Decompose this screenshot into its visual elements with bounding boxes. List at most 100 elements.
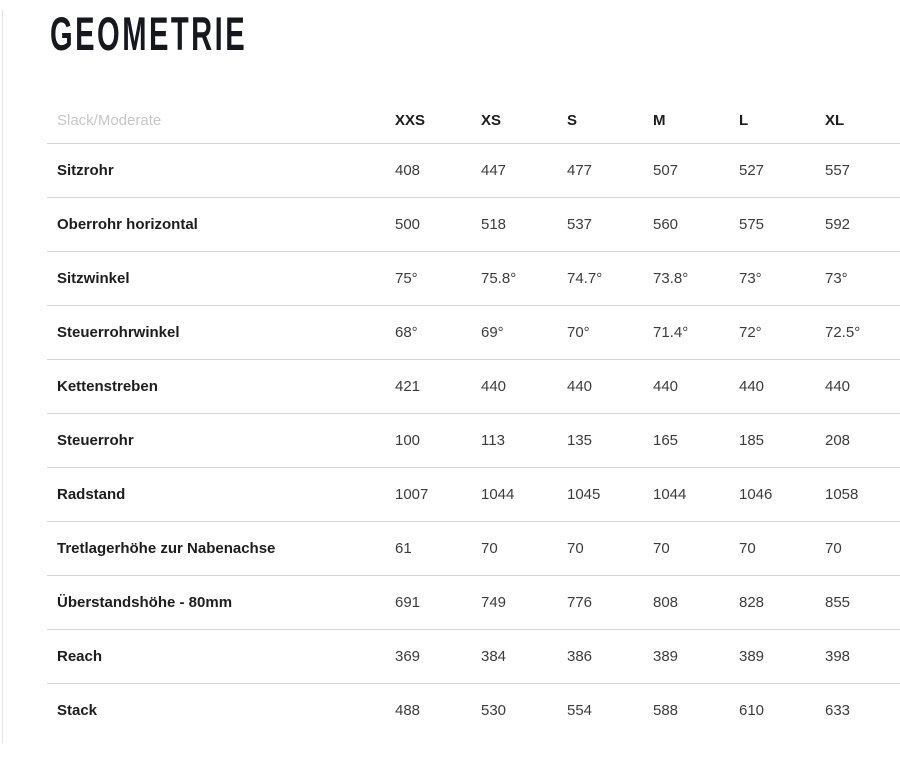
value-cell: 69° xyxy=(481,324,504,341)
value-cell: 610 xyxy=(739,702,765,719)
row-label: Sitzrohr xyxy=(57,162,114,179)
table-row: Sitzrohr 408 447 477 507 527 557 xyxy=(47,143,900,197)
value-cell: 73.8° xyxy=(653,270,689,287)
value-cell: 1044 xyxy=(481,486,515,503)
column-header: S xyxy=(567,111,578,129)
page-title: GEOMETRIE xyxy=(50,7,248,60)
value-cell: 537 xyxy=(567,216,593,233)
value-cell: 165 xyxy=(653,432,679,449)
value-cell: 386 xyxy=(567,648,593,665)
row-label: Kettenstreben xyxy=(57,378,158,395)
value-cell: 1045 xyxy=(567,486,601,503)
value-cell: 1044 xyxy=(653,486,687,503)
table-corner-label: Slack/Moderate xyxy=(57,111,162,129)
row-label: Tretlagerhöhe zur Nabenachse xyxy=(57,540,276,557)
column-header: XXS xyxy=(395,111,426,129)
value-cell: 208 xyxy=(825,432,851,449)
value-cell: 440 xyxy=(653,378,679,395)
value-cell: 70 xyxy=(567,540,584,557)
value-cell: 554 xyxy=(567,702,593,719)
table-row: Oberrohr horizontal 500 518 537 560 575 592 xyxy=(47,197,900,251)
value-cell: 560 xyxy=(653,216,679,233)
value-cell: 185 xyxy=(739,432,765,449)
value-cell: 384 xyxy=(481,648,507,665)
row-label: Oberrohr horizontal xyxy=(57,216,198,233)
value-cell: 530 xyxy=(481,702,507,719)
table-row: Reach 369 384 386 389 389 398 xyxy=(47,629,900,683)
value-cell: 855 xyxy=(825,594,851,611)
value-cell: 70 xyxy=(653,540,670,557)
column-header: XS xyxy=(481,111,502,129)
table-row: Steuerrohrwinkel 68° 69° 70° 71.4° 72° 72.5° xyxy=(47,305,900,359)
value-cell: 70° xyxy=(567,324,590,341)
row-label: Steuerrohr xyxy=(57,432,134,449)
value-cell: 477 xyxy=(567,162,593,179)
value-cell: 389 xyxy=(653,648,679,665)
value-cell: 592 xyxy=(825,216,851,233)
value-cell: 73° xyxy=(739,270,762,287)
value-cell: 500 xyxy=(395,216,421,233)
value-cell: 447 xyxy=(481,162,507,179)
table-row: Tretlagerhöhe zur Nabenachse 61 70 70 70 70 7… xyxy=(47,521,900,575)
geometry-table: Slack/Moderate XXS XS S M L XL Sitzrohr 408 44… xyxy=(47,97,900,737)
row-label: Steuerrohrwinkel xyxy=(57,324,180,341)
table-row: Radstand 1007 1044 1045 1044 1046 1058 xyxy=(47,467,900,521)
value-cell: 440 xyxy=(481,378,507,395)
row-label: Reach xyxy=(57,648,103,665)
value-cell: 440 xyxy=(739,378,765,395)
value-cell: 75.8° xyxy=(481,270,517,287)
column-header: M xyxy=(653,111,666,129)
value-cell: 518 xyxy=(481,216,507,233)
value-cell: 808 xyxy=(653,594,679,611)
table-row: Stack 488 530 554 588 610 633 xyxy=(47,683,900,737)
value-cell: 527 xyxy=(739,162,765,179)
row-label: Sitzwinkel xyxy=(57,270,130,287)
value-cell: 398 xyxy=(825,648,851,665)
value-cell: 1007 xyxy=(395,486,429,503)
value-cell: 74.7° xyxy=(567,270,603,287)
value-cell: 369 xyxy=(395,648,421,665)
value-cell: 507 xyxy=(653,162,679,179)
value-cell: 70 xyxy=(481,540,498,557)
value-cell: 1046 xyxy=(739,486,773,503)
table-row: Sitzwinkel 75° 75.8° 74.7° 73.8° 73° 73° xyxy=(47,251,900,305)
value-cell: 135 xyxy=(567,432,593,449)
value-cell: 70 xyxy=(825,540,842,557)
value-cell: 68° xyxy=(395,324,418,341)
value-cell: 588 xyxy=(653,702,679,719)
table-row: Kettenstreben 421 440 440 440 440 440 xyxy=(47,359,900,413)
value-cell: 633 xyxy=(825,702,851,719)
value-cell: 749 xyxy=(481,594,507,611)
value-cell: 440 xyxy=(825,378,851,395)
value-cell: 71.4° xyxy=(653,324,689,341)
value-cell: 389 xyxy=(739,648,765,665)
value-cell: 70 xyxy=(739,540,756,557)
value-cell: 73° xyxy=(825,270,848,287)
value-cell: 61 xyxy=(395,540,412,557)
value-cell: 113 xyxy=(481,432,505,449)
value-cell: 72° xyxy=(739,324,762,341)
value-cell: 75° xyxy=(395,270,418,287)
value-cell: 691 xyxy=(395,594,421,611)
column-header: L xyxy=(739,111,749,129)
value-cell: 100 xyxy=(395,432,421,449)
value-cell: 575 xyxy=(739,216,765,233)
value-cell: 421 xyxy=(395,378,421,395)
row-label: Stack xyxy=(57,702,98,719)
value-cell: 828 xyxy=(739,594,765,611)
table-row: Überstandshöhe - 80mm 691 749 776 808 828 855 xyxy=(47,575,900,629)
value-cell: 488 xyxy=(395,702,421,719)
row-label: Überstandshöhe - 80mm xyxy=(57,594,233,611)
value-cell: 440 xyxy=(567,378,593,395)
table-header-row: Slack/Moderate XXS XS S M L XL xyxy=(47,97,900,143)
value-cell: 408 xyxy=(395,162,421,179)
page-left-border xyxy=(2,10,3,743)
value-cell: 557 xyxy=(825,162,851,179)
value-cell: 776 xyxy=(567,594,593,611)
value-cell: 1058 xyxy=(825,486,859,503)
value-cell: 72.5° xyxy=(825,324,861,341)
table-row: Steuerrohr 100 113 135 165 185 208 xyxy=(47,413,900,467)
row-label: Radstand xyxy=(57,486,126,503)
column-header: XL xyxy=(825,111,845,129)
